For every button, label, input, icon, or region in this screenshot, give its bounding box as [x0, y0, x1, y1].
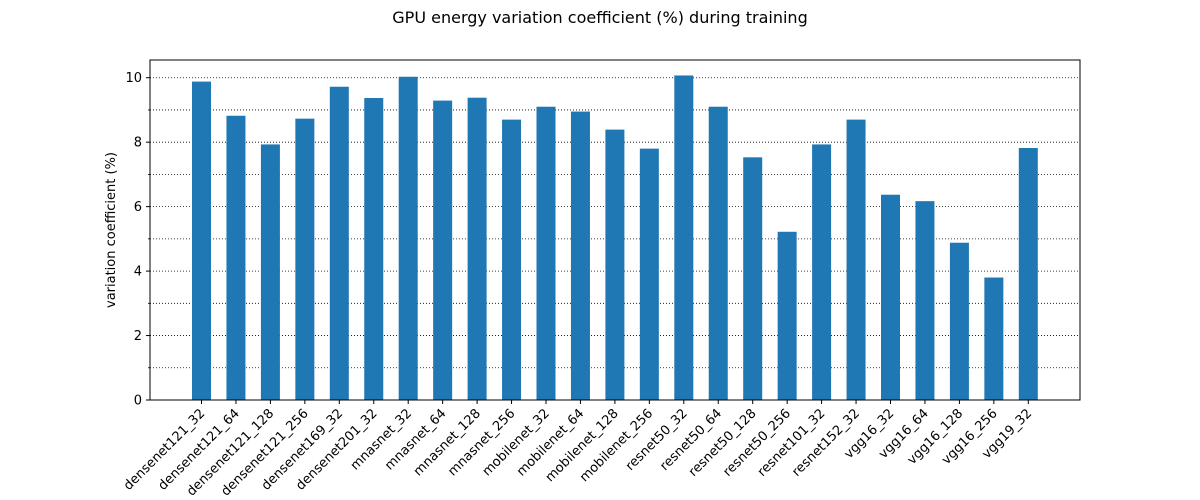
- bar-vgg16_32: [881, 194, 900, 400]
- bar-densenet121_128: [260, 144, 280, 400]
- y-tick-label: 0: [134, 394, 142, 409]
- y-tick-label: 10: [125, 71, 142, 86]
- y-tick-label: 4: [134, 265, 142, 280]
- y-axis-ticks: 0 2 4 6 8 10: [125, 71, 150, 409]
- bars: [192, 75, 1038, 401]
- bar-mobilenet_64: [570, 111, 590, 401]
- bar-mnasnet_128: [467, 97, 487, 400]
- bar-vgg19_32: [1018, 147, 1038, 400]
- bar-resnet50_256: [777, 231, 797, 400]
- bar-vgg16_128: [949, 242, 969, 400]
- bar-densenet201_32: [364, 98, 384, 400]
- bar-resnet152_32: [846, 119, 866, 400]
- x-axis-ticks: densenet121_32densenet121_64densenet121_…: [121, 400, 1035, 499]
- y-tick-label: 8: [134, 136, 142, 151]
- bar-resnet50_128: [743, 157, 763, 400]
- bar-densenet169_32: [329, 86, 349, 401]
- bar-mobilenet_128: [605, 129, 625, 400]
- bar-densenet121_32: [192, 81, 211, 401]
- chart-title: GPU energy variation coefficient (%) dur…: [392, 8, 807, 27]
- bar-resnet50_64: [708, 106, 728, 400]
- y-tick-label: 2: [134, 329, 142, 344]
- bar-mnasnet_256: [502, 119, 522, 400]
- bar-vgg16_64: [915, 201, 935, 400]
- bar-resnet101_32: [812, 144, 832, 400]
- y-axis-label: variation coefficient (%): [104, 152, 119, 308]
- bar-mnasnet_64: [433, 100, 453, 401]
- bar-resnet50_32: [674, 75, 694, 401]
- bar-densenet121_64: [226, 115, 246, 401]
- bar-densenet121_256: [295, 118, 315, 401]
- bar-mobilenet_32: [536, 106, 556, 400]
- bar-vgg16_256: [984, 277, 1004, 400]
- bar-mobilenet_256: [639, 148, 659, 400]
- plot-frame: [149, 59, 1081, 401]
- bar-mnasnet_32: [398, 76, 418, 400]
- y-tick-label: 6: [134, 200, 142, 215]
